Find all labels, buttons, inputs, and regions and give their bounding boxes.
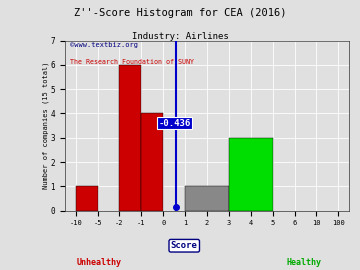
Bar [76, 186, 98, 211]
Text: Unhealthy: Unhealthy [76, 258, 121, 267]
Bar [141, 113, 163, 211]
Text: Industry: Airlines: Industry: Airlines [132, 32, 228, 41]
Text: -0.436: -0.436 [158, 119, 190, 128]
Bar [185, 186, 229, 211]
Y-axis label: Number of companies (15 total): Number of companies (15 total) [42, 62, 49, 189]
Bar [229, 138, 273, 211]
Text: The Research Foundation of SUNY: The Research Foundation of SUNY [71, 59, 194, 65]
Text: Healthy: Healthy [287, 258, 321, 267]
Bar [120, 65, 141, 211]
Text: Z''-Score Histogram for CEA (2016): Z''-Score Histogram for CEA (2016) [74, 8, 286, 18]
Text: ©www.textbiz.org: ©www.textbiz.org [71, 42, 139, 48]
Text: Score: Score [171, 241, 198, 250]
